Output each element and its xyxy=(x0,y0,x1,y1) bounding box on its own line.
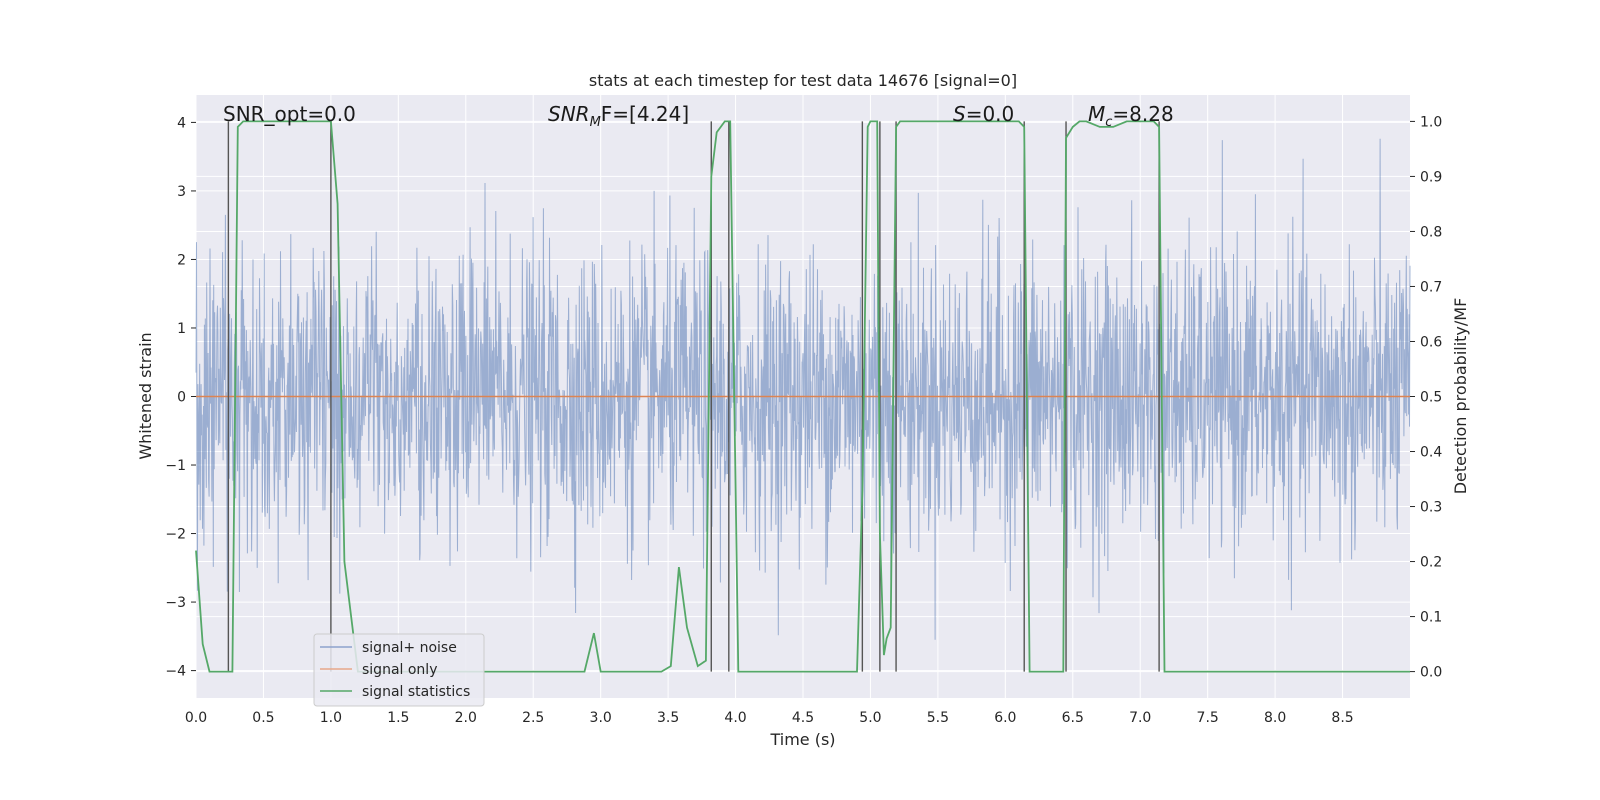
y-right-axis-title: Detection probability/MF xyxy=(1451,298,1470,495)
legend-box xyxy=(313,633,485,707)
annotation-s-base: S xyxy=(953,102,966,126)
y-left-tick-label: 4 xyxy=(177,115,186,131)
annotation-s-rest: =0.0 xyxy=(966,102,1015,126)
x-tick-label: 1.0 xyxy=(320,710,342,726)
legend-label-signal-statistics: signal statistics xyxy=(362,684,470,700)
legend-label-signal-only: signal only xyxy=(362,662,437,678)
y-left-tick-label: −4 xyxy=(165,664,186,680)
y-right-tick-label: 0.2 xyxy=(1420,555,1442,571)
chart-title: stats at each timestep for test data 146… xyxy=(589,71,1017,90)
x-tick-label: 3.5 xyxy=(657,710,679,726)
x-tick-label: 0.0 xyxy=(185,710,207,726)
x-axis-title: Time (s) xyxy=(769,730,835,749)
legend-label-signal-noise: signal+ noise xyxy=(362,640,457,656)
x-tick-label: 8.0 xyxy=(1264,710,1286,726)
x-tick-label: 0.5 xyxy=(252,710,274,726)
y-right-tick-label: 0.5 xyxy=(1420,390,1442,406)
x-tick-label: 4.5 xyxy=(792,710,814,726)
x-axis-ticks: 0.0 0.5 1.0 1.5 2.0 2.5 3.0 3.5 4.0 4.5 5.0 5.5 6.0 6… xyxy=(185,710,1354,726)
y-left-tick-label: 2 xyxy=(177,252,186,268)
annotation-s: S=0.0 xyxy=(953,102,1014,126)
annotation-mc-sub: c xyxy=(1105,115,1112,130)
annotation-mc: Mc=8.28 xyxy=(1088,102,1174,130)
annotation-snr-opt: SNR_opt=0.0 xyxy=(223,102,356,126)
y-right-tick-label: 0.9 xyxy=(1420,169,1442,185)
y-left-tick-label: −2 xyxy=(165,527,186,543)
x-tick-label: 6.0 xyxy=(994,710,1016,726)
noise-series xyxy=(195,138,1411,640)
x-tick-label: 7.0 xyxy=(1129,710,1151,726)
y-right-tick-label: 0.3 xyxy=(1420,500,1442,516)
annotation-snr-mf: SNRMF=[4.24] xyxy=(548,102,689,130)
y-left-tick-label: 1 xyxy=(177,321,186,337)
y-right-tick-label: 1.0 xyxy=(1420,114,1442,130)
y-right-tick-label: 0.6 xyxy=(1420,334,1442,350)
y-left-tick-label: 0 xyxy=(177,390,186,406)
signal-noise-line xyxy=(195,138,1411,640)
y-right-tick-label: 0.7 xyxy=(1420,279,1442,295)
y-left-tick-label: −3 xyxy=(165,595,186,611)
annotation-snr-mf-rest: F=[4.24] xyxy=(601,102,689,126)
y-right-tick-label: 0.0 xyxy=(1420,665,1442,681)
x-tick-label: 6.5 xyxy=(1062,710,1084,726)
annotation-snr-mf-sub: M xyxy=(590,115,601,130)
x-tick-label: 5.5 xyxy=(927,710,949,726)
y-right-tick-label: 0.1 xyxy=(1420,610,1442,626)
y-right-tick-label: 0.4 xyxy=(1420,445,1442,461)
legend: signal+ noise signal only signal statist… xyxy=(313,633,485,707)
x-tick-label: 2.0 xyxy=(455,710,477,726)
annotation-mc-base: M xyxy=(1088,102,1105,126)
x-tick-label: 4.0 xyxy=(724,710,746,726)
x-tick-label: 5.0 xyxy=(859,710,881,726)
y-left-tick-label: −1 xyxy=(165,458,186,474)
x-tick-label: 2.5 xyxy=(522,710,544,726)
x-tick-label: 1.5 xyxy=(387,710,409,726)
y-right-axis-ticks: 1.0 0.9 0.8 0.7 0.6 0.5 0.4 0.3 0.2 0.1 0.0 xyxy=(1410,114,1442,681)
annotation-mc-rest: =8.28 xyxy=(1112,102,1173,126)
x-tick-label: 3.0 xyxy=(590,710,612,726)
annotation-snr-mf-base: SNR xyxy=(548,102,590,126)
y-left-tick-label: 3 xyxy=(177,184,186,200)
y-left-axis-ticks: 4 3 2 1 0 −1 −2 −3 −4 xyxy=(165,115,196,680)
x-tick-label: 8.5 xyxy=(1331,710,1353,726)
y-right-tick-label: 0.8 xyxy=(1420,224,1442,240)
y-left-axis-title: Whitened strain xyxy=(136,332,155,459)
x-tick-label: 7.5 xyxy=(1197,710,1219,726)
